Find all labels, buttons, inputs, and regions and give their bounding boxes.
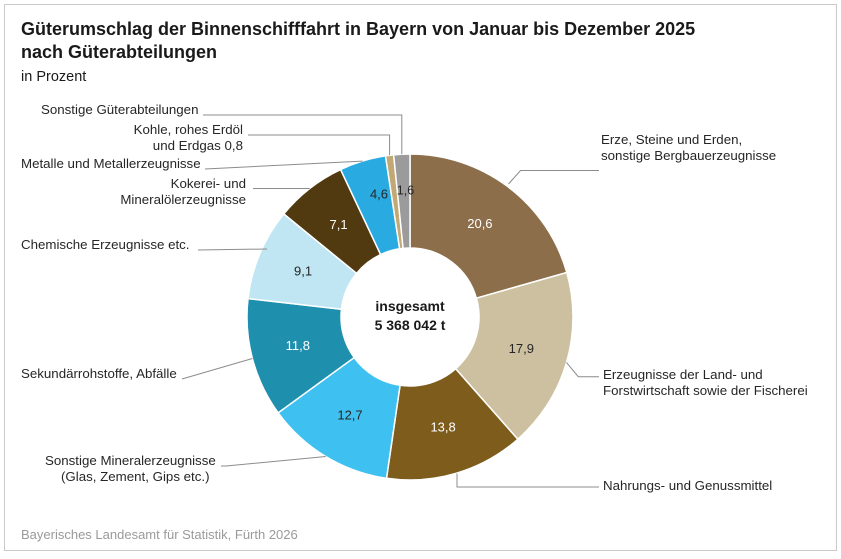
- svg-text:1,6: 1,6: [397, 183, 414, 197]
- svg-text:17,9: 17,9: [509, 341, 534, 356]
- svg-text:12,7: 12,7: [337, 408, 362, 423]
- svg-text:9,1: 9,1: [294, 263, 312, 278]
- svg-text:insgesamt: insgesamt: [375, 298, 445, 314]
- svg-text:4,6: 4,6: [370, 186, 388, 201]
- svg-text:5 368 042 t: 5 368 042 t: [375, 317, 446, 333]
- svg-text:7,1: 7,1: [330, 217, 348, 232]
- svg-text:13,8: 13,8: [430, 420, 455, 435]
- svg-text:11,8: 11,8: [286, 338, 310, 353]
- svg-text:20,6: 20,6: [467, 216, 492, 231]
